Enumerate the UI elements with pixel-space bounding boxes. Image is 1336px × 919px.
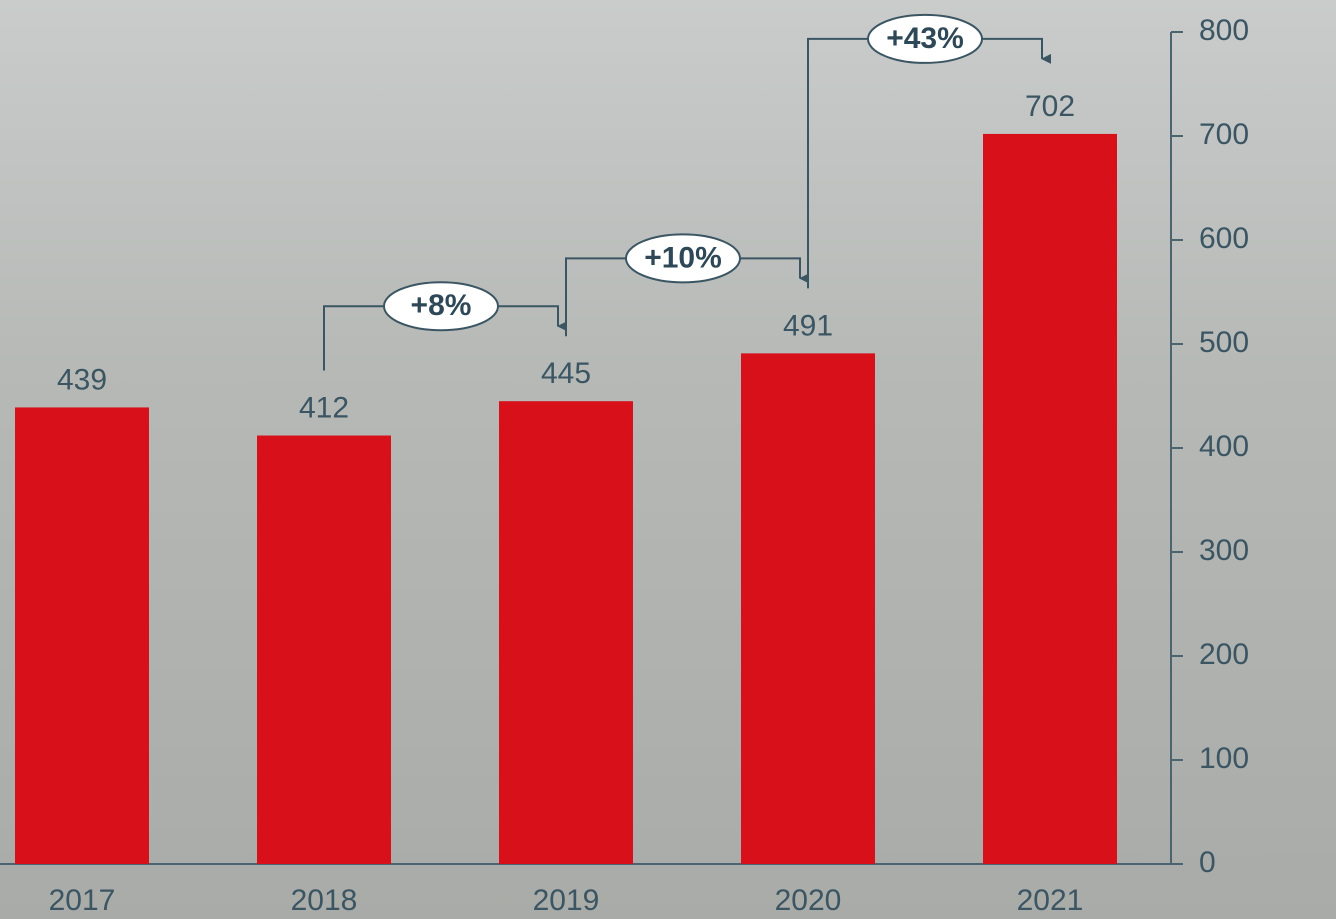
x-tick-label: 2018: [291, 884, 358, 917]
bar: [499, 401, 633, 864]
y-tick-label: 700: [1199, 118, 1249, 151]
chart: 0 100 200 300 400 500 600 700 800 439 2017 412 2018 4…: [0, 0, 1336, 919]
y-tick-label: 600: [1199, 222, 1249, 255]
y-tick-label: 500: [1199, 326, 1249, 359]
y-tick-label: 400: [1199, 430, 1249, 463]
bar: [741, 353, 875, 864]
value-label: 439: [57, 363, 107, 396]
bar: [983, 134, 1117, 864]
value-label: 491: [783, 309, 833, 342]
annotation-label: +8%: [411, 289, 472, 322]
value-label: 412: [299, 391, 349, 424]
y-tick-label: 200: [1199, 638, 1249, 671]
y-tick-label: 100: [1199, 742, 1249, 775]
background: [0, 0, 1336, 919]
value-label: 702: [1025, 90, 1075, 123]
value-label: 445: [541, 357, 591, 390]
bar: [257, 436, 391, 864]
x-tick-label: 2019: [533, 884, 600, 917]
bar: [15, 407, 149, 864]
annotation-label: +10%: [644, 241, 722, 274]
y-tick-label: 800: [1199, 14, 1249, 47]
page: 0 100 200 300 400 500 600 700 800 439 2017 412 2018 4…: [0, 0, 1336, 919]
x-tick-label: 2017: [49, 884, 116, 917]
x-tick-label: 2020: [775, 884, 842, 917]
y-tick-label: 0: [1199, 846, 1216, 879]
annotation-label: +43%: [886, 22, 964, 55]
x-tick-label: 2021: [1017, 884, 1084, 917]
y-tick-label: 300: [1199, 534, 1249, 567]
